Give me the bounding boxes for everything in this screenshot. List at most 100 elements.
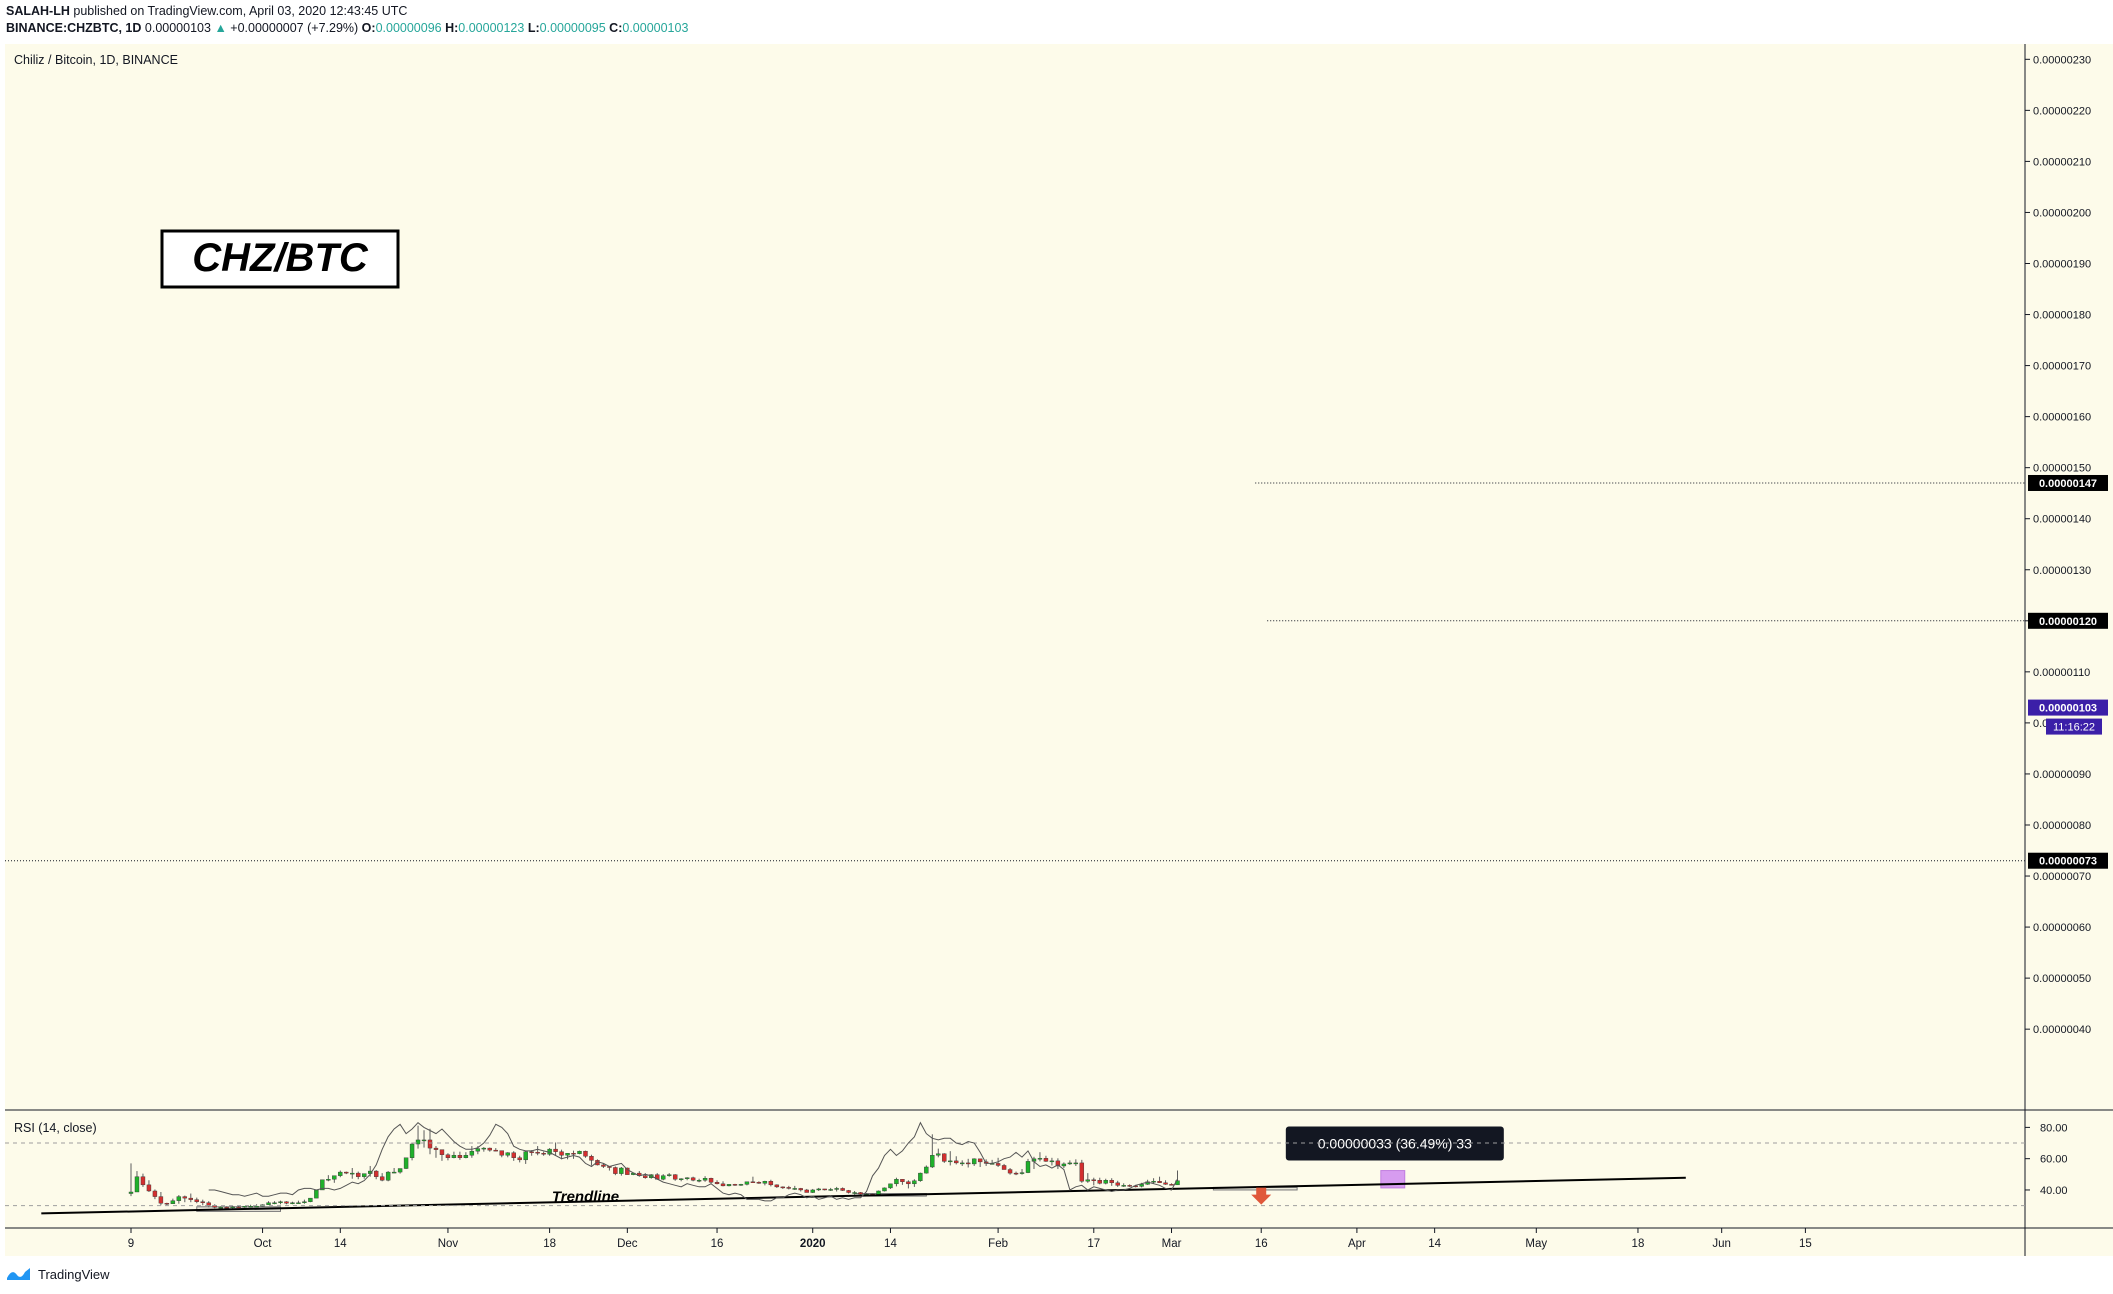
candle-up <box>1025 1161 1031 1173</box>
price-tick-label: 0.00000230 <box>2033 54 2091 66</box>
candle-up <box>451 1155 457 1158</box>
rsi-tick-label: 40.00 <box>2040 1185 2068 1197</box>
candle-down <box>182 1196 188 1199</box>
candle-down <box>445 1154 451 1158</box>
current-price-tag-box <box>2028 699 2108 716</box>
high-value: 0.00000123 <box>458 21 525 35</box>
candle-down <box>1115 1182 1120 1186</box>
time-tick-label: 9 <box>128 1238 134 1250</box>
candle-up <box>481 1147 487 1150</box>
rsi-label: RSI (14, close) <box>14 1121 97 1135</box>
time-tick-label: Apr <box>1348 1238 1366 1250</box>
time-tick-label: 18 <box>1632 1238 1645 1250</box>
candle-down <box>1127 1185 1132 1187</box>
candle-down <box>750 1181 756 1183</box>
low-label: L: <box>527 21 540 35</box>
candle-down <box>774 1184 780 1188</box>
tradingview-logo[interactable]: TradingView <box>6 1266 110 1282</box>
candle-up <box>290 1202 295 1204</box>
measure-label-box <box>1285 1126 1504 1161</box>
candle-up <box>876 1190 881 1195</box>
candle-up <box>726 1184 732 1187</box>
candle-down <box>140 1176 146 1186</box>
chart-background <box>5 44 2025 1256</box>
candle-down <box>840 1188 845 1191</box>
candle-up <box>684 1177 690 1179</box>
candle-down <box>499 1150 504 1156</box>
candle-down <box>1043 1158 1049 1162</box>
horizontal-lines[interactable] <box>5 482 2025 862</box>
candle-down <box>1097 1180 1102 1184</box>
price-tick-label: 0.00000200 <box>2033 207 2091 219</box>
candle-down <box>846 1190 851 1193</box>
candle-up <box>894 1179 899 1185</box>
price-tick-label: 0.00000150 <box>2033 463 2091 475</box>
candle-up <box>332 1175 337 1180</box>
chart-canvas[interactable]: Chiliz / Bitcoin, 1D, BINANCE 0.00000033… <box>0 40 2113 1256</box>
candle-up <box>248 1206 253 1208</box>
candle-down <box>1169 1184 1174 1186</box>
price-tick-label: 0.00000070 <box>2033 871 2091 883</box>
tradingview-logo-icon <box>7 1268 30 1280</box>
candle-up <box>302 1201 307 1203</box>
candle-up <box>702 1178 708 1181</box>
candle-up <box>918 1172 923 1181</box>
candle-up <box>678 1178 684 1180</box>
candle-down <box>164 1203 170 1205</box>
candle-up <box>397 1168 403 1173</box>
candle-down <box>995 1163 1001 1166</box>
price-scale[interactable] <box>2025 44 2113 1256</box>
candle-down <box>900 1179 905 1182</box>
candle-down <box>583 1150 588 1157</box>
candle-down <box>529 1151 534 1153</box>
candle-down <box>643 1175 648 1178</box>
price-tick-label: 0.00000060 <box>2033 922 2091 934</box>
candle-down <box>517 1157 522 1161</box>
candle-up <box>362 1173 367 1177</box>
price-tick-label: 0.00000080 <box>2033 820 2091 832</box>
candle-down <box>977 1158 983 1163</box>
last-price: 0.00000103 <box>144 21 211 35</box>
candle-down <box>535 1151 540 1154</box>
current-price-tag: 0.00000103 <box>2039 703 2097 715</box>
candle-down <box>690 1177 696 1181</box>
candle-down <box>1079 1162 1085 1182</box>
candle-down <box>284 1201 289 1204</box>
candle-down <box>822 1188 827 1191</box>
chart-title: Chiliz / Bitcoin, 1D, BINANCE <box>14 53 178 67</box>
candle-up <box>792 1188 797 1190</box>
candle-up <box>828 1189 833 1191</box>
candle-up <box>314 1189 319 1199</box>
candle-up <box>272 1202 277 1204</box>
stop-price-tag-box <box>2028 852 2108 869</box>
candle-up <box>1103 1180 1108 1184</box>
candle-up <box>176 1196 182 1201</box>
candle-up <box>1019 1172 1025 1174</box>
candle-down <box>206 1202 211 1206</box>
time-axis: 9 Oct 14 Nov 18 Dec 16 2020 14 Feb 17 Mar 16 Apr 14 May… <box>128 1228 1812 1250</box>
candle-down <box>942 1153 947 1162</box>
symbol-label[interactable]: BINANCE:CHZBTC, 1D <box>6 21 142 35</box>
candle-up <box>834 1188 839 1190</box>
candle-up <box>810 1189 815 1193</box>
candle-down <box>708 1178 714 1183</box>
candle-up <box>350 1172 355 1175</box>
candle-down <box>613 1167 618 1174</box>
candle-down <box>954 1160 959 1164</box>
candle-up <box>565 1153 570 1156</box>
target-price-tag-box <box>2028 612 2108 629</box>
candle-down <box>152 1190 158 1197</box>
candle-down <box>798 1188 803 1191</box>
candle-down <box>804 1189 809 1193</box>
candle-up <box>619 1167 624 1174</box>
price-tick-label: 0.00000180 <box>2033 310 2091 322</box>
candle-up <box>266 1202 271 1205</box>
candle-up <box>696 1180 702 1182</box>
trendline[interactable] <box>41 1176 1686 1215</box>
resistance-price-tag-box <box>2028 474 2108 491</box>
countdown-box <box>2046 718 2102 735</box>
footer: TradingView <box>0 1256 2113 1294</box>
candle-up <box>744 1181 750 1185</box>
candle-down <box>194 1199 199 1202</box>
price-tick-label: 0.00000160 <box>2033 412 2091 424</box>
